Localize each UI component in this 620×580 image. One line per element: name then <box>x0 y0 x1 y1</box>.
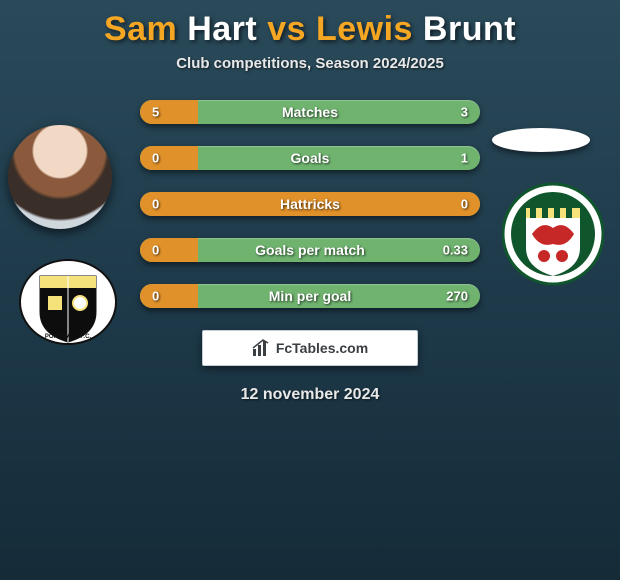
player1-last: Hart <box>187 10 257 48</box>
stat-label: Goals per match <box>255 242 365 258</box>
stat-right-value: 0.33 <box>443 243 468 258</box>
stat-bar: 5 Matches 3 <box>140 100 480 124</box>
wrexham-crest <box>502 178 604 290</box>
stat-left-value: 0 <box>152 151 159 166</box>
stat-left-value: 0 <box>152 243 159 258</box>
svg-text:PORT VALE F.C.: PORT VALE F.C. <box>45 334 92 340</box>
date-text: 12 november 2024 <box>0 386 620 404</box>
stat-left-value: 0 <box>152 289 159 304</box>
player2-first: Lewis <box>316 10 413 48</box>
stat-bar: 0 Hattricks 0 <box>140 192 480 216</box>
stat-right-value: 0 <box>461 197 468 212</box>
stat-label: Matches <box>282 104 338 120</box>
stats-container: 5 Matches 3 0 Goals 1 0 Hattricks 0 0 Goals per ma… <box>140 100 480 308</box>
attribution-badge: FcTables.com <box>202 330 418 366</box>
port-vale-crest: PORT VALE F.C. <box>18 258 118 346</box>
stat-bar: 0 Min per goal 270 <box>140 284 480 308</box>
bar-chart-icon <box>252 339 270 357</box>
stat-label: Hattricks <box>280 196 340 212</box>
player2-avatar-placeholder <box>492 128 590 152</box>
stat-left-value: 5 <box>152 105 159 120</box>
player1-first: Sam <box>104 10 177 48</box>
stat-left-value: 0 <box>152 197 159 212</box>
subtitle: Club competitions, Season 2024/2025 <box>0 55 620 72</box>
page-title: Sam Hart vs Lewis Brunt <box>0 0 620 49</box>
stat-label: Goals <box>291 150 330 166</box>
stat-right-value: 270 <box>446 289 468 304</box>
attribution-text: FcTables.com <box>276 340 368 356</box>
stat-label: Min per goal <box>269 288 351 304</box>
player2-last: Brunt <box>423 10 516 48</box>
vs-text: vs <box>267 10 316 48</box>
player1-avatar <box>8 125 112 229</box>
stat-bar: 0 Goals per match 0.33 <box>140 238 480 262</box>
stat-right-value: 3 <box>461 105 468 120</box>
stat-right-value: 1 <box>461 151 468 166</box>
stat-bar: 0 Goals 1 <box>140 146 480 170</box>
